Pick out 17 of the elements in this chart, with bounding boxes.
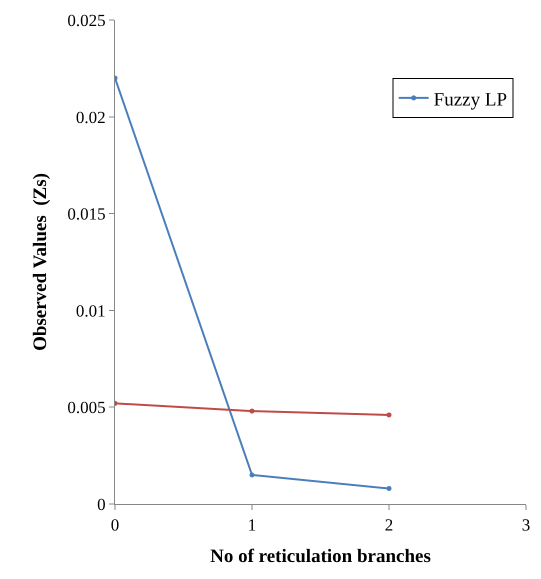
legend-label: Fuzzy LP — [434, 89, 508, 110]
y-tick-label: 0.015 — [67, 204, 106, 224]
point — [386, 412, 392, 418]
x-tick-label: 3 — [522, 515, 530, 534]
y-tick-label: 0.01 — [76, 301, 106, 320]
y-tick-label: 0 — [97, 494, 106, 514]
y-tick-label: 0.02 — [76, 108, 106, 127]
point — [250, 472, 254, 478]
point — [250, 408, 254, 414]
x-axis-title: No of reticulation branches — [210, 546, 431, 568]
x-tick-label: 0 — [110, 515, 120, 534]
x-tick-label: 1 — [248, 515, 256, 534]
point — [386, 486, 392, 492]
y-tick-label: 0.005 — [67, 398, 106, 418]
y-axis-title: Observed Values (Zs) — [30, 173, 52, 351]
x-tick-label: 2 — [384, 515, 394, 534]
y-tick-label: 0.025 — [67, 10, 106, 30]
